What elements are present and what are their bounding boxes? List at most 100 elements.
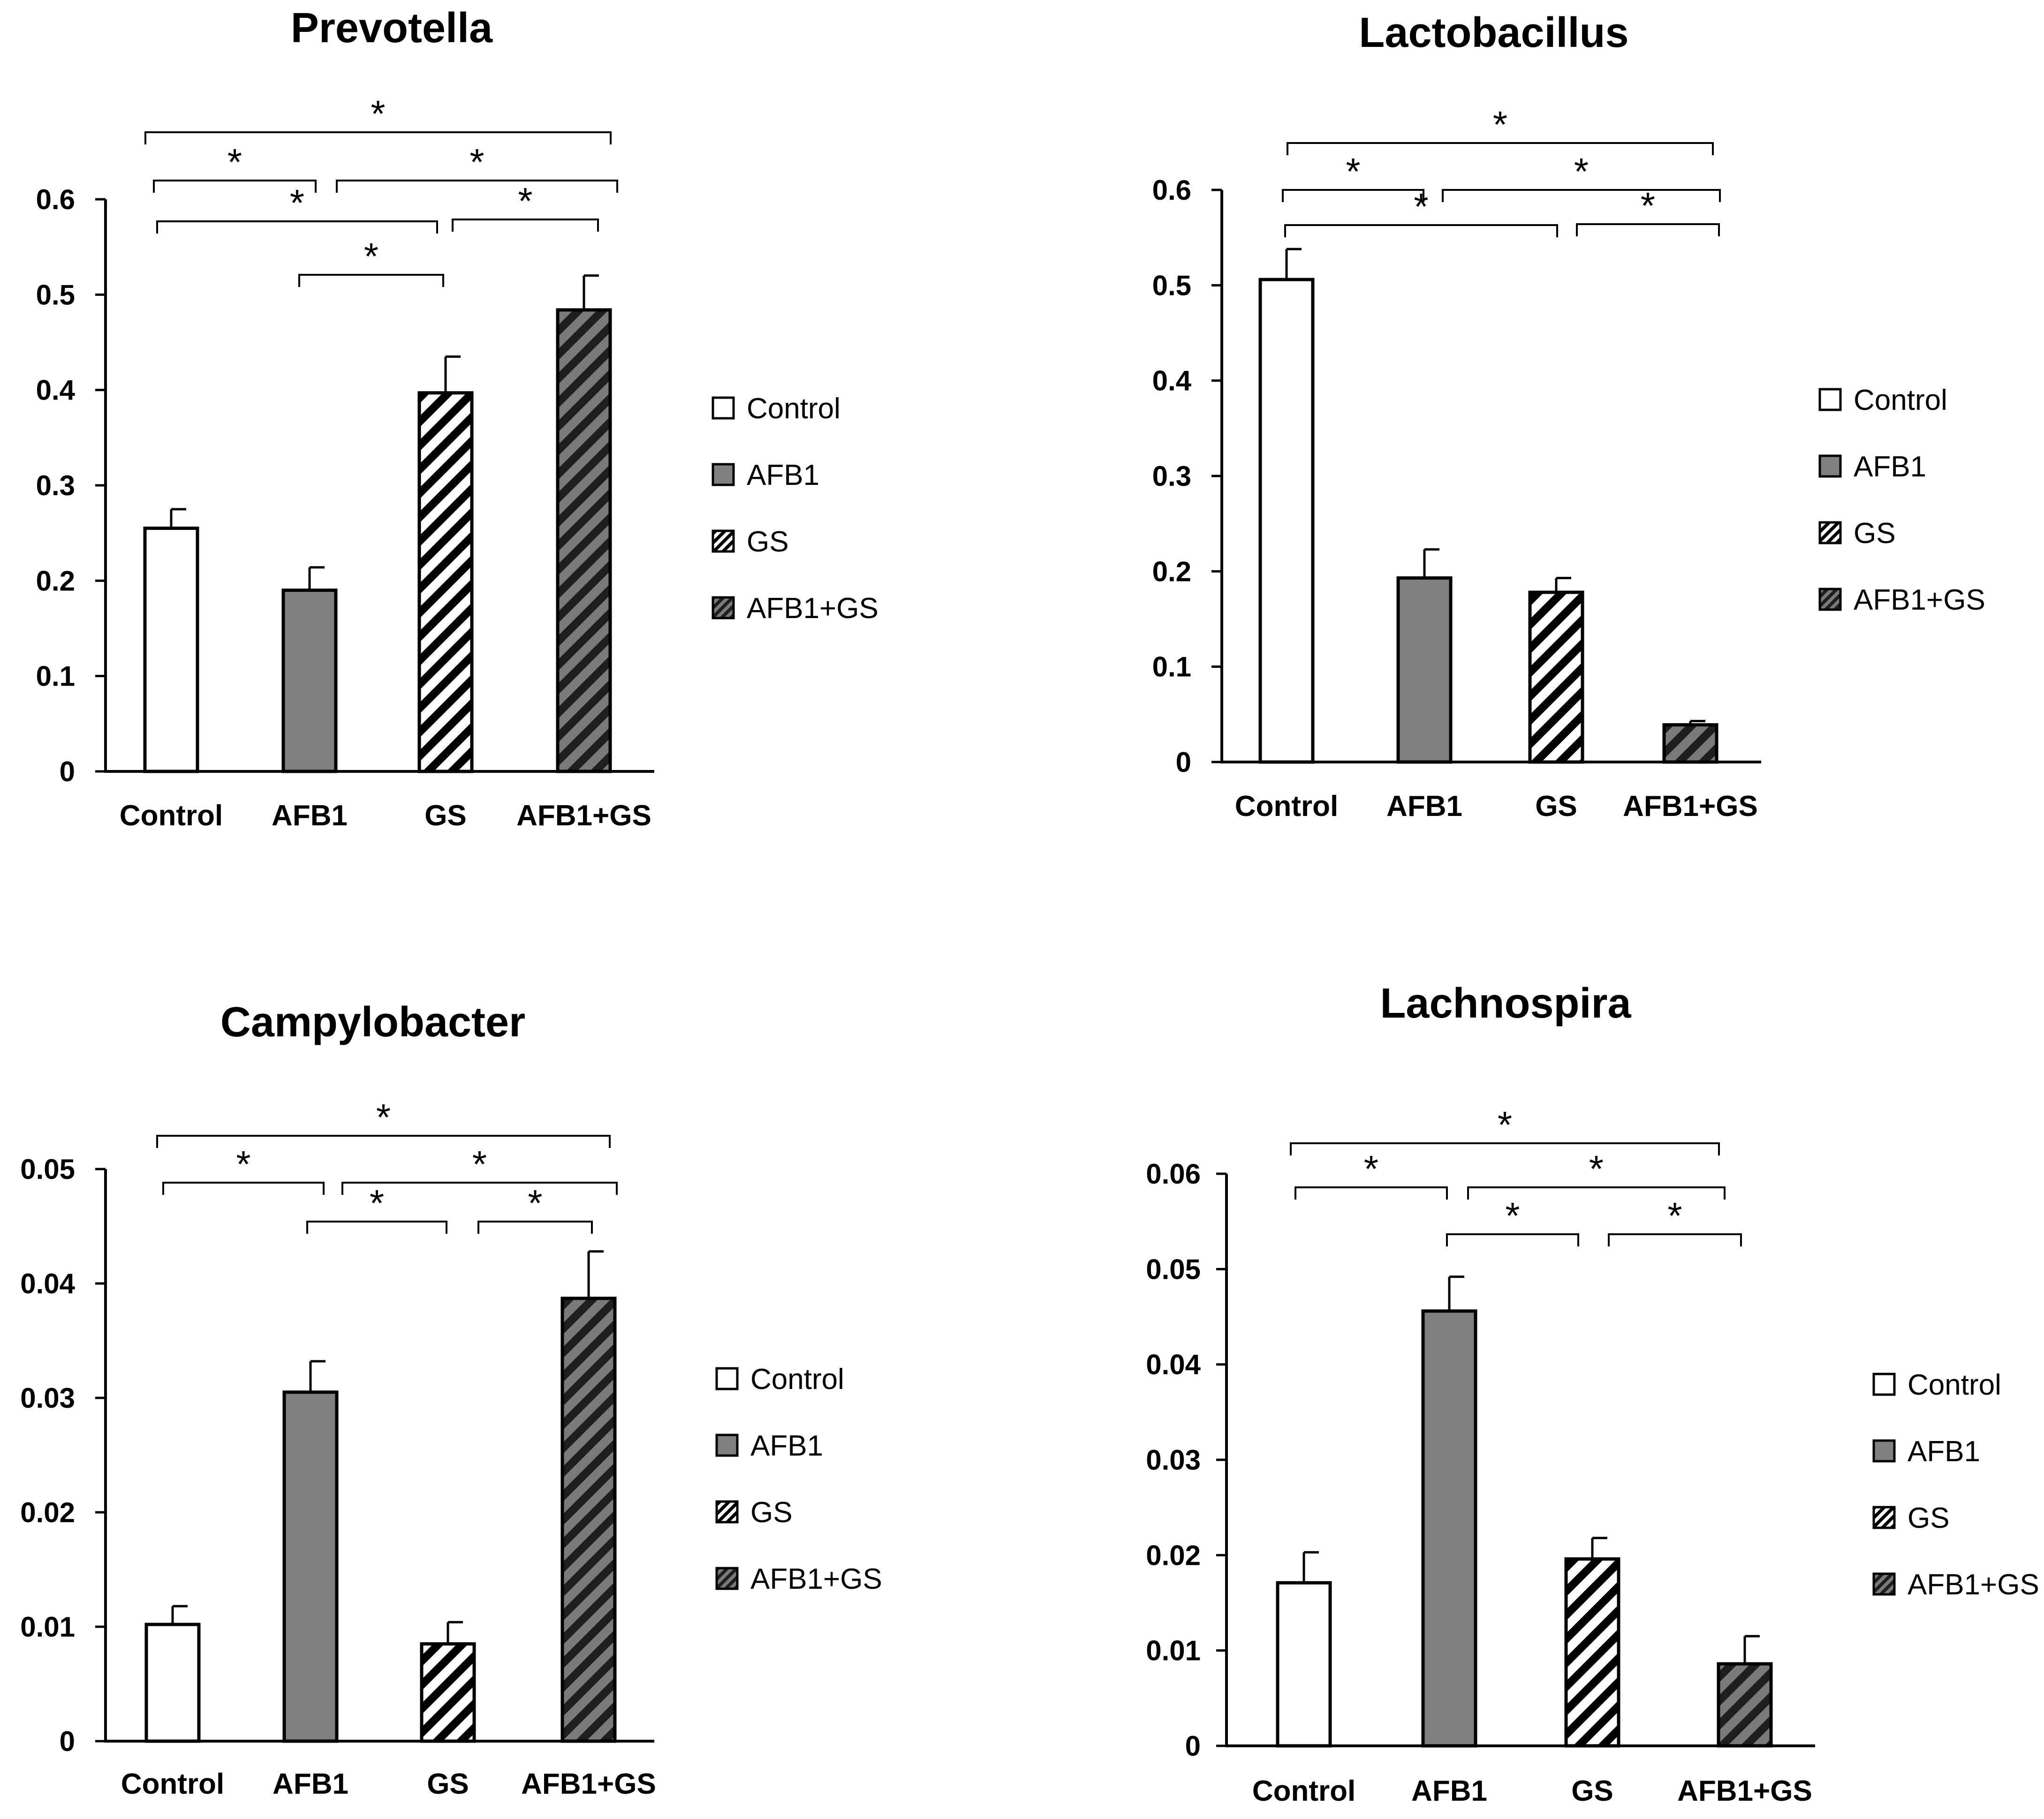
legend: Control AFB1 GS AFB1+GS	[1872, 1369, 2039, 1601]
legend-swatch	[1818, 454, 1842, 478]
legend-swatch	[1872, 1572, 1896, 1596]
x-category-label: Control	[1235, 790, 1338, 823]
bar-afb1	[281, 589, 338, 773]
panel-lachnospira: Lachnospira 0 0.01 0.02 0.03 0.04 0.05 0.06 Con…	[1146, 980, 2039, 1807]
y-tick-label: 0	[1176, 747, 1191, 778]
legend-label: AFB1	[750, 1430, 823, 1462]
legend-swatch	[715, 1434, 739, 1457]
legend-label: GS	[747, 526, 789, 558]
legend: Control AFB1 GS AFB1+GS	[1818, 384, 1985, 616]
legend-label: AFB1+GS	[747, 592, 878, 625]
y-tick-label: 0.05	[20, 1154, 75, 1185]
x-category-label: AFB1+GS	[1677, 1775, 1812, 1807]
bar-afb1	[282, 1390, 339, 1743]
significance-bracket	[1295, 1186, 1448, 1200]
y-tick-label: 0.1	[36, 661, 75, 692]
bar-gs	[1528, 590, 1584, 764]
significance-star: *	[1414, 186, 1428, 227]
x-category-label: AFB1	[1411, 1775, 1487, 1807]
significance-bracket	[1287, 142, 1714, 155]
legend-swatch	[712, 529, 735, 553]
legend-swatch	[712, 396, 735, 420]
legend: Control AFB1 GS AFB1+GS	[715, 1363, 882, 1595]
bar-afb1	[1396, 576, 1453, 764]
legend-swatch	[715, 1500, 739, 1524]
bar-control	[144, 1623, 201, 1743]
significance-star: *	[1493, 104, 1507, 145]
significance-star: *	[1641, 185, 1655, 226]
legend: Control AFB1 GS AFB1+GS	[712, 392, 878, 625]
significance-star: *	[1505, 1195, 1520, 1237]
bar-gs	[1564, 1557, 1620, 1748]
significance-star: *	[1589, 1148, 1604, 1190]
significance-star: *	[1574, 151, 1589, 192]
legend-swatch	[1818, 521, 1842, 544]
legend-label: AFB1+GS	[1908, 1569, 2039, 1601]
significance-star: *	[1346, 151, 1360, 192]
legend-swatch	[1818, 588, 1842, 611]
significance-bracket	[298, 274, 444, 287]
significance-star: *	[528, 1182, 542, 1224]
legend-label: AFB1+GS	[1854, 584, 1985, 616]
x-category-label: AFB1+GS	[516, 800, 651, 832]
bar-control	[1276, 1581, 1332, 1748]
y-tick-label: 0.1	[1152, 651, 1191, 683]
x-category-label: Control	[121, 1768, 224, 1800]
y-tick-label: 0	[60, 1726, 75, 1757]
y-tick-label: 0.05	[1146, 1253, 1201, 1285]
y-tick-label: 0	[1185, 1730, 1201, 1762]
bar-gs	[420, 1642, 476, 1743]
significance-bracket	[1290, 1142, 1720, 1155]
bar-afb1-gs	[1662, 723, 1718, 764]
bar-afb1-gs	[556, 308, 612, 773]
legend-swatch	[712, 596, 735, 619]
x-category-label: GS	[1571, 1775, 1613, 1807]
legend-label: GS	[1854, 517, 1896, 550]
bar-control	[1258, 278, 1315, 764]
significance-bracket	[1467, 1186, 1726, 1200]
significance-bracket	[1446, 1233, 1579, 1246]
significance-star: *	[1498, 1104, 1512, 1146]
significance-bracket	[144, 131, 612, 144]
significance-bracket	[156, 220, 438, 234]
legend-label: Control	[1854, 384, 1947, 416]
significance-bracket	[341, 1182, 618, 1195]
y-tick-label: 0.5	[36, 279, 75, 310]
y-tick-label: 0.2	[36, 565, 75, 596]
y-tick-label: 0.01	[20, 1611, 75, 1643]
y-tick-label: 0.5	[1152, 270, 1191, 301]
x-category-label: AFB1	[1386, 790, 1462, 823]
significance-bracket	[452, 219, 599, 232]
panel-lactobacillus: Lactobacillus 0 0.1 0.2 0.3 0.4 0.5 0.6 Control…	[1152, 9, 1985, 823]
significance-star: *	[472, 1143, 487, 1185]
legend-swatch	[1872, 1506, 1896, 1529]
significance-star: *	[1667, 1195, 1682, 1237]
legend-label: GS	[1908, 1502, 1950, 1534]
y-tick-label: 0.06	[1146, 1158, 1201, 1190]
x-category-label: Control	[1252, 1775, 1355, 1807]
bar-afb1	[1421, 1309, 1477, 1748]
y-tick-label: 0.04	[1146, 1349, 1201, 1381]
significance-bracket	[153, 180, 317, 193]
chart-title: Lactobacillus	[1359, 9, 1628, 56]
chart-title: Lachnospira	[1380, 980, 1631, 1027]
y-tick-label: 0.03	[20, 1382, 75, 1414]
legend-swatch	[715, 1367, 739, 1390]
significance-bracket	[336, 180, 618, 193]
legend-swatch	[1872, 1439, 1896, 1463]
significance-bracket	[306, 1221, 447, 1234]
plot-area: 0 0.1 0.2 0.3 0.4 0.5 0.6 Control AFB1 GS AFB1+GS *…	[1152, 104, 1761, 823]
significance-bracket	[1576, 223, 1720, 236]
legend-label: AFB1	[747, 459, 819, 491]
y-tick-label: 0.4	[1152, 365, 1192, 397]
bar-afb1-gs	[1717, 1662, 1773, 1748]
significance-bracket	[162, 1182, 325, 1195]
legend-label: GS	[750, 1496, 793, 1529]
x-category-label: AFB1	[272, 800, 348, 832]
y-tick-label: 0.3	[1152, 460, 1191, 492]
legend-swatch	[1818, 388, 1842, 411]
legend-label: AFB1	[1854, 451, 1926, 483]
chart-title: Campylobacter	[220, 999, 525, 1046]
significance-bracket	[1284, 224, 1558, 237]
